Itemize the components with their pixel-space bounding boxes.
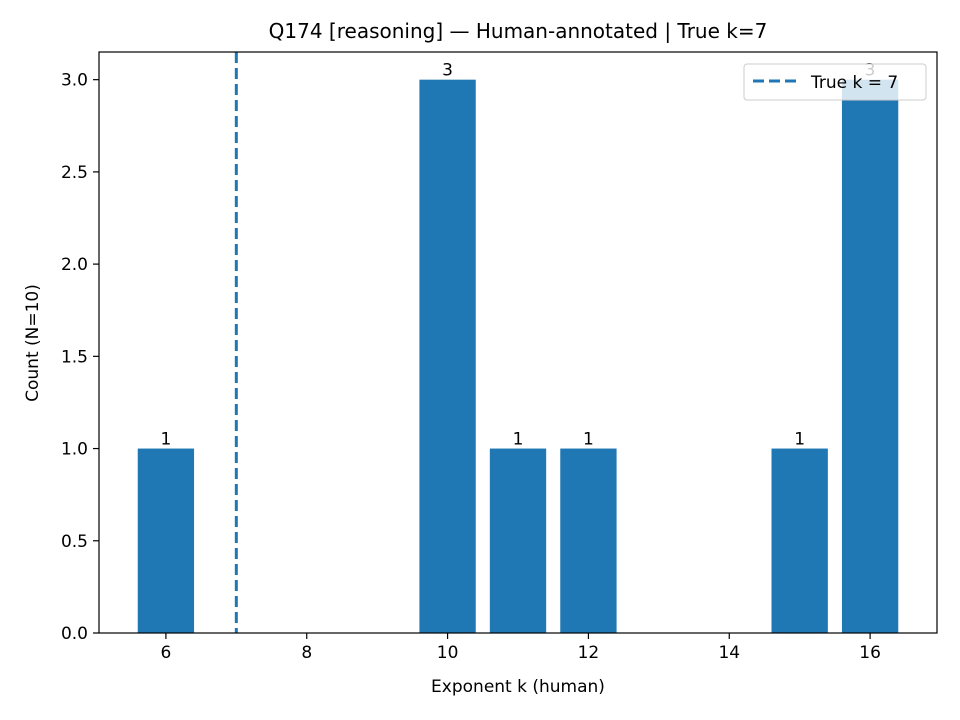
bar-value-label: 1 xyxy=(583,430,594,450)
y-tick-label: 1.5 xyxy=(61,347,88,367)
y-tick-label: 2.5 xyxy=(61,163,88,183)
y-tick-label: 3.0 xyxy=(61,71,88,91)
bar-labels-layer: 131113 xyxy=(160,61,875,450)
x-tick-label: 12 xyxy=(578,643,600,663)
axes-layer: 6 8 10 12 14 16 0.0 0.5 1.0 1.5 2.0 2.5 3.0 xyxy=(61,51,938,663)
x-axis-label: Exponent k (human) xyxy=(431,677,605,697)
bar-k-11 xyxy=(489,448,547,633)
plot-frame xyxy=(98,51,938,634)
y-tick-label: 2.0 xyxy=(61,255,88,275)
bar-k-15 xyxy=(771,448,828,633)
x-tick-label: 14 xyxy=(718,643,740,663)
x-tick-label: 16 xyxy=(859,643,881,663)
bar-value-label: 3 xyxy=(442,61,453,81)
x-tick-label: 10 xyxy=(437,643,459,663)
bar-k-6 xyxy=(137,448,195,633)
legend: True k = 7 xyxy=(743,63,927,101)
bar-value-label: 1 xyxy=(794,430,805,450)
bar-k-10 xyxy=(419,79,476,633)
y-tick-label: 0.5 xyxy=(61,532,88,552)
bar-value-label: 1 xyxy=(160,430,171,450)
legend-box xyxy=(743,63,927,101)
legend-label: True k = 7 xyxy=(810,73,898,93)
bar-k-12 xyxy=(560,448,617,633)
y-axis-label: Count (N=10) xyxy=(23,284,43,402)
bars-layer xyxy=(137,79,899,633)
chart-title: Q174 [reasoning] — Human-annotated | Tru… xyxy=(269,19,768,43)
x-tick-label: 6 xyxy=(160,643,171,663)
y-tick-label: 0.0 xyxy=(61,624,88,644)
y-tick-label: 1.0 xyxy=(61,440,88,460)
bar-value-label: 1 xyxy=(513,430,524,450)
bar-k-16 xyxy=(841,79,899,633)
x-tick-label: 8 xyxy=(301,643,312,663)
